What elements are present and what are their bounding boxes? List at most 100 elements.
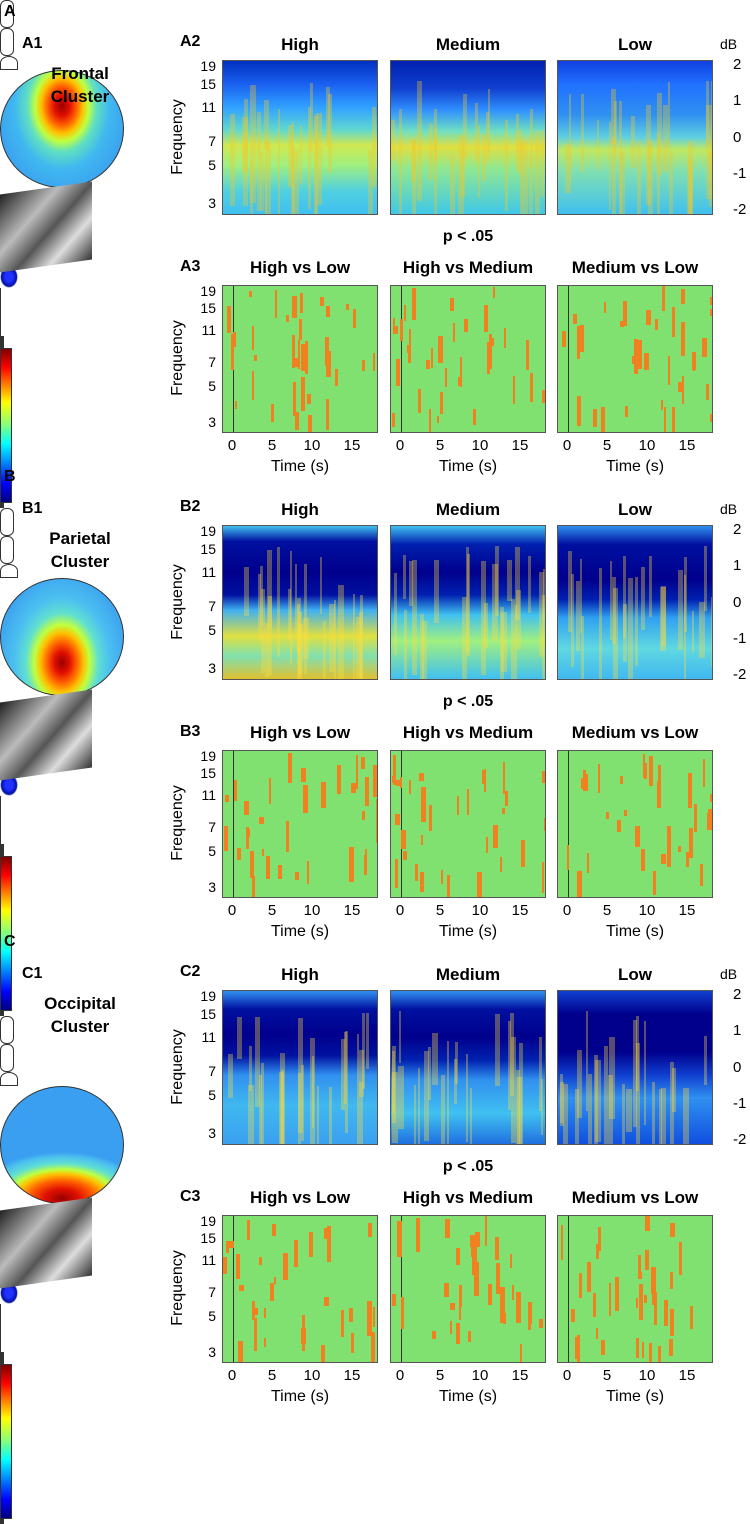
brain-image — [0, 690, 92, 781]
y-tick-label: 11 — [188, 564, 216, 580]
colorbar-tick-label: -2 — [733, 1131, 750, 1148]
time-zero-line — [568, 1216, 569, 1363]
heatmap-streak — [317, 1086, 319, 1145]
colorbar-unit: dB — [720, 501, 737, 517]
heatmap-streak — [417, 81, 422, 201]
heatmap-streak — [507, 560, 512, 601]
significant-cluster — [623, 301, 627, 326]
significance-map — [390, 1215, 546, 1363]
heatmap-streak — [571, 574, 574, 668]
contrast-title: Medium vs Low — [537, 723, 733, 743]
significant-cluster — [229, 1241, 233, 1248]
contrast-title: Medium vs Low — [537, 258, 733, 278]
significant-cluster — [371, 1332, 375, 1363]
power-heatmap — [557, 525, 713, 680]
heatmap-streak — [692, 611, 694, 653]
colorbar-tick-label: -1 — [733, 630, 750, 647]
y-tick-label: 5 — [188, 1087, 216, 1103]
cluster-name: Occipital Cluster — [25, 992, 135, 1038]
significant-cluster — [577, 396, 581, 426]
heatmap-streak — [689, 157, 693, 215]
significant-cluster — [301, 1328, 306, 1344]
significant-cluster — [700, 864, 704, 886]
condition-title: Low — [537, 500, 733, 520]
significant-cluster — [294, 1240, 299, 1267]
heatmap-streak — [250, 160, 254, 215]
significant-cluster — [419, 773, 423, 781]
significant-cluster — [495, 1237, 499, 1260]
heatmap-streak — [704, 1036, 708, 1085]
significant-cluster — [500, 857, 502, 872]
significant-cluster — [645, 1216, 650, 1230]
significant-cluster — [510, 1254, 512, 1269]
significant-cluster — [301, 768, 306, 781]
significant-cluster — [505, 791, 508, 806]
significance-label: p < .05 — [368, 228, 568, 246]
significant-cluster — [447, 875, 450, 898]
x-tick-label: 10 — [465, 902, 495, 919]
x-tick-label: 10 — [297, 1367, 327, 1384]
time-zero-line — [401, 286, 402, 433]
x-tick-label: 15 — [337, 437, 367, 454]
significant-cluster — [587, 853, 589, 873]
heatmap-streak — [712, 1044, 713, 1100]
colorbar-tick-label: 0 — [733, 1059, 750, 1076]
y-tick-label: 7 — [188, 1063, 216, 1079]
x-tick-label: 10 — [297, 437, 327, 454]
heatmap-streak — [581, 94, 584, 173]
heatmap-streak — [357, 1034, 359, 1145]
y-tick-label: 19 — [188, 523, 216, 539]
heatmap-streak — [641, 567, 645, 630]
significant-cluster — [392, 1294, 396, 1306]
heatmap-streak — [412, 560, 417, 675]
significant-cluster — [295, 412, 300, 430]
y-tick-label: 15 — [188, 1230, 216, 1246]
significance-map — [390, 285, 546, 433]
significant-cluster — [652, 1287, 656, 1305]
significant-cluster — [690, 1306, 693, 1329]
significant-cluster — [601, 1340, 605, 1355]
significant-cluster — [440, 392, 443, 413]
significant-cluster — [325, 337, 329, 366]
ear — [0, 1044, 14, 1072]
significant-cluster — [664, 407, 667, 433]
time-zero-line — [401, 751, 402, 898]
heatmap-streak — [394, 573, 397, 655]
significant-cluster — [368, 1223, 372, 1237]
significant-cluster — [641, 849, 645, 871]
heatmap-streak — [541, 130, 544, 197]
significant-cluster — [530, 373, 533, 401]
significant-cluster — [657, 781, 661, 797]
heatmap-streak — [516, 1070, 520, 1145]
y-tick-label: 3 — [188, 1344, 216, 1360]
significant-cluster — [681, 289, 684, 304]
significant-cluster — [679, 1242, 682, 1276]
significant-cluster — [337, 765, 341, 794]
significant-cluster — [456, 1323, 460, 1344]
significant-cluster — [437, 416, 439, 423]
significant-cluster — [567, 845, 569, 870]
condition-title: High — [202, 965, 398, 985]
heatmap-streak — [458, 135, 464, 215]
significant-cluster — [670, 1223, 675, 1236]
significant-cluster — [307, 861, 310, 885]
section-label: B — [4, 468, 16, 486]
significant-cluster — [445, 368, 447, 387]
heatmap-streak — [314, 116, 316, 215]
y-tick-label: 11 — [188, 1029, 216, 1045]
heatmap-streak — [320, 557, 322, 614]
significant-cluster — [577, 871, 581, 898]
significant-cluster — [401, 830, 406, 849]
ear — [0, 536, 14, 564]
significant-cluster — [678, 382, 682, 392]
heatmap-streak — [418, 1068, 420, 1145]
significant-cluster — [441, 870, 444, 884]
y-tick-label: 11 — [188, 1252, 216, 1268]
x-tick-label: 0 — [217, 1367, 247, 1384]
significant-cluster — [624, 810, 627, 817]
significant-cluster — [234, 780, 236, 801]
significant-cluster — [252, 876, 255, 898]
significant-cluster — [365, 777, 370, 806]
significant-cluster — [457, 796, 459, 815]
heatmap-streak — [481, 561, 486, 675]
